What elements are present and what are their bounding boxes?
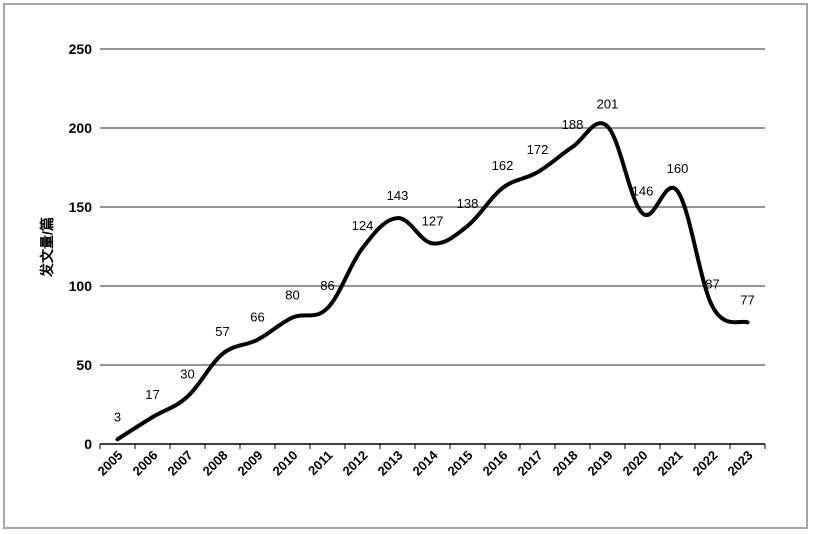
data-label: 160 (667, 161, 689, 176)
data-label: 138 (457, 196, 479, 211)
y-tick-label: 250 (69, 41, 93, 57)
data-label: 127 (422, 213, 444, 228)
x-tick-label: 2006 (130, 448, 161, 479)
x-tick-label: 2019 (585, 448, 616, 479)
data-label: 143 (387, 188, 409, 203)
data-label: 172 (527, 142, 549, 157)
data-label: 57 (215, 324, 229, 339)
data-label: 30 (180, 367, 194, 382)
x-tick-label: 2013 (375, 448, 406, 479)
x-tick-label: 2011 (305, 448, 336, 479)
x-tick-label: 2016 (480, 448, 511, 479)
x-tick-label: 2014 (410, 447, 442, 479)
x-tick-label: 2015 (445, 448, 476, 479)
x-tick-label: 2021 (655, 448, 686, 479)
data-label: 3 (114, 409, 121, 424)
series-line (115, 121, 750, 442)
x-tick-label: 2005 (95, 448, 126, 479)
x-tick-label: 2008 (200, 448, 231, 479)
x-tick-label: 2009 (235, 448, 266, 479)
x-tick-label: 2010 (270, 448, 301, 479)
x-tick-label: 2020 (620, 448, 651, 479)
x-tick-label: 2022 (690, 448, 721, 479)
y-tick-label: 100 (69, 278, 93, 294)
data-label: 80 (285, 288, 299, 303)
data-label: 124 (352, 218, 374, 233)
data-label: 162 (492, 158, 514, 173)
y-tick-label: 50 (76, 357, 92, 373)
x-tick-label: 2018 (550, 448, 581, 479)
chart-frame (3, 3, 808, 529)
data-label: 66 (250, 310, 264, 325)
x-tick-label: 2012 (340, 448, 371, 479)
data-label: 77 (740, 292, 754, 307)
data-label: 87 (705, 277, 719, 292)
data-label: 201 (597, 96, 619, 111)
y-tick-label: 0 (84, 436, 92, 452)
y-tick-label: 150 (69, 199, 93, 215)
data-label: 17 (145, 387, 159, 402)
data-label: 146 (632, 183, 654, 198)
x-tick-label: 2017 (515, 448, 546, 479)
x-tick-label: 2023 (725, 448, 756, 479)
y-axis-label: 发文量/篇 (39, 217, 55, 278)
x-tick-label: 2007 (165, 448, 196, 479)
data-label: 188 (562, 117, 584, 132)
y-tick-label: 200 (69, 120, 93, 136)
data-label: 86 (320, 278, 334, 293)
